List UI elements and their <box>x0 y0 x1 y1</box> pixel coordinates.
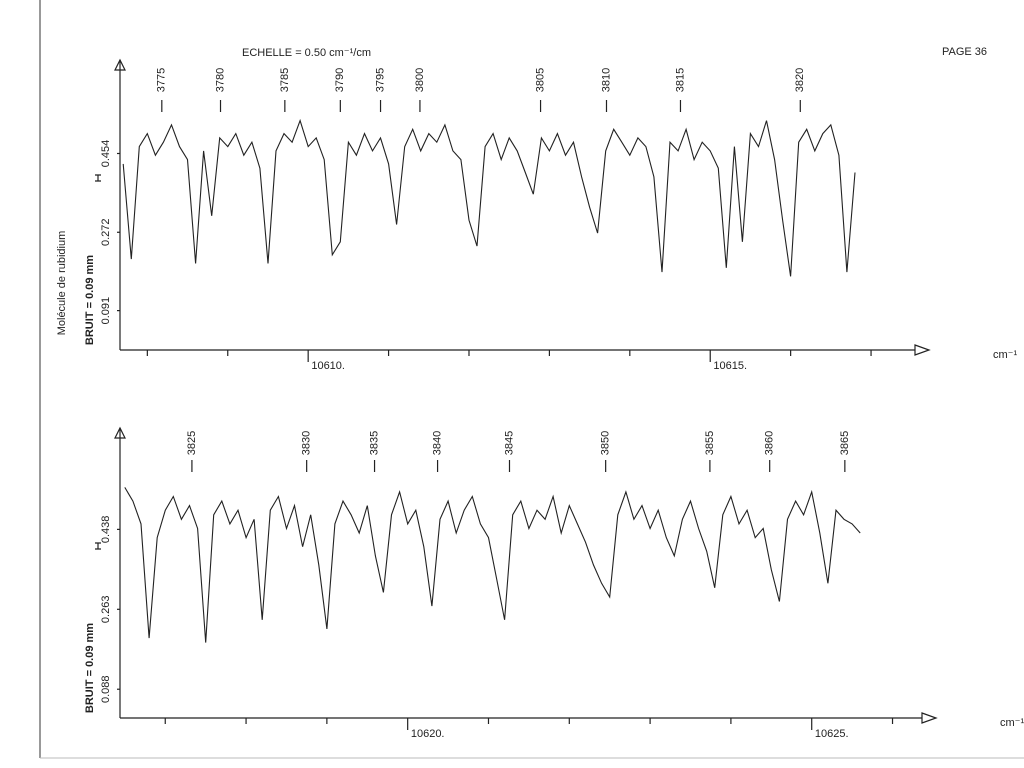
y-tick-label: 0.272 <box>100 219 112 247</box>
noise-label: BRUIT = 0.09 mm <box>84 623 96 713</box>
line-id-label: 3840 <box>431 431 443 455</box>
y-tick-label: 0.438 <box>100 516 112 544</box>
noise-bar <box>95 542 101 550</box>
line-id-label: 3790 <box>334 68 346 92</box>
line-id-label: 3845 <box>503 431 515 455</box>
y-tick-label: 0.088 <box>100 675 112 703</box>
y-arrow <box>114 426 126 439</box>
x-arrow <box>921 712 938 724</box>
line-id-label: 3850 <box>600 431 612 455</box>
y-arrow <box>114 58 126 71</box>
line-id-label: 3865 <box>839 431 851 455</box>
y-tick-label: 0.454 <box>100 140 112 168</box>
line-id-label: 3805 <box>534 68 546 92</box>
x-axis-label: cm⁻¹ <box>1000 717 1024 729</box>
spectrum-line <box>122 118 856 277</box>
noise-bar <box>95 174 101 182</box>
x-tick-label: 10625. <box>815 728 849 740</box>
page-number: PAGE 36 <box>942 46 987 58</box>
line-id-label: 3815 <box>674 68 686 92</box>
x-arrow <box>914 344 931 356</box>
x-tick-label: 10610. <box>311 360 345 372</box>
line-id-label: 3825 <box>186 431 198 455</box>
y-tick-label: 0.263 <box>100 596 112 624</box>
noise-label: BRUIT = 0.09 mm <box>84 255 96 345</box>
scale-note: ECHELLE = 0.50 cm⁻¹/cm <box>242 47 371 59</box>
line-id-label: 3860 <box>764 431 776 455</box>
x-axis-label: cm⁻¹ <box>993 349 1017 361</box>
line-id-label: 3775 <box>156 68 168 92</box>
y-tick-label: 0.091 <box>100 297 112 325</box>
line-id-label: 3820 <box>794 68 806 92</box>
line-id-label: 3785 <box>279 68 291 92</box>
line-id-label: 3800 <box>414 68 426 92</box>
spectrum-line <box>124 487 861 643</box>
x-tick-label: 10620. <box>411 728 445 740</box>
line-id-label: 3835 <box>368 431 380 455</box>
line-id-label: 3830 <box>301 431 313 455</box>
side-label: Molécule de rubidium <box>56 231 68 336</box>
line-id-label: 3855 <box>704 431 716 455</box>
line-id-label: 3810 <box>600 68 612 92</box>
line-id-label: 3795 <box>374 68 386 92</box>
line-id-label: 3780 <box>214 68 226 92</box>
x-tick-label: 10615. <box>713 360 747 372</box>
